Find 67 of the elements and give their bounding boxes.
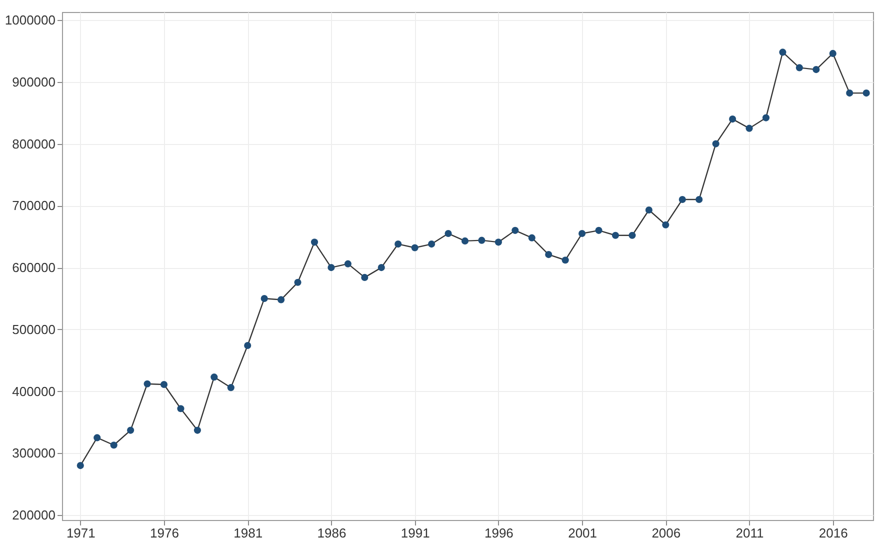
point [194,426,201,434]
point [578,230,586,238]
point [177,405,184,412]
point [478,236,486,244]
point [328,264,335,272]
point [94,434,101,442]
point [361,274,368,281]
y-tick-label: 700000 [12,198,56,214]
point [779,48,786,56]
point [662,221,670,228]
point [127,426,134,434]
point [294,278,302,286]
x-tick-label: 1991 [400,526,430,540]
point [846,90,854,97]
point [746,124,753,132]
y-tick-label: 500000 [12,322,56,337]
point [678,196,686,204]
point [444,230,452,238]
y-tick-label: 200000 [12,508,56,523]
point [762,114,770,122]
point [812,66,820,74]
point [428,240,436,248]
point [461,237,469,244]
x-tick-label: 1986 [317,526,346,540]
point [729,116,736,123]
point [829,50,836,57]
point [394,240,402,248]
point [494,238,502,246]
x-tick-label: 2006 [652,526,681,540]
y-tick-label: 300000 [12,446,56,461]
point [344,260,352,268]
x-tick-label: 2001 [568,526,598,540]
x-tick-label: 1996 [484,526,514,540]
point [512,226,519,234]
point [378,264,385,272]
point [712,140,720,148]
point [796,64,803,72]
y-tick-label: 600000 [12,260,56,276]
x-tick-label: 1976 [150,526,179,540]
point [210,374,218,381]
point [144,380,151,388]
x-tick-label: 2011 [736,526,764,540]
point [227,384,234,392]
y-tick-label: 400000 [12,384,56,399]
point [278,296,285,304]
point [411,244,418,252]
point [528,234,536,242]
point [628,232,636,239]
point [260,294,268,302]
point [645,206,652,214]
point [244,342,252,350]
point [76,462,84,470]
y-tick-label: 900000 [12,74,56,90]
x-tick-label: 2016 [818,526,848,540]
point [545,251,552,258]
point [310,238,318,246]
y-tick-label: 1000000 [4,12,56,28]
point [595,226,602,234]
point [696,196,703,204]
point [160,380,168,388]
y-tick-label: 800000 [12,136,56,152]
point [110,442,118,449]
point [612,232,620,239]
x-tick-label: 1971 [66,526,96,540]
point [562,256,569,264]
x-tick-label: 1981 [234,526,263,540]
point [862,90,870,97]
